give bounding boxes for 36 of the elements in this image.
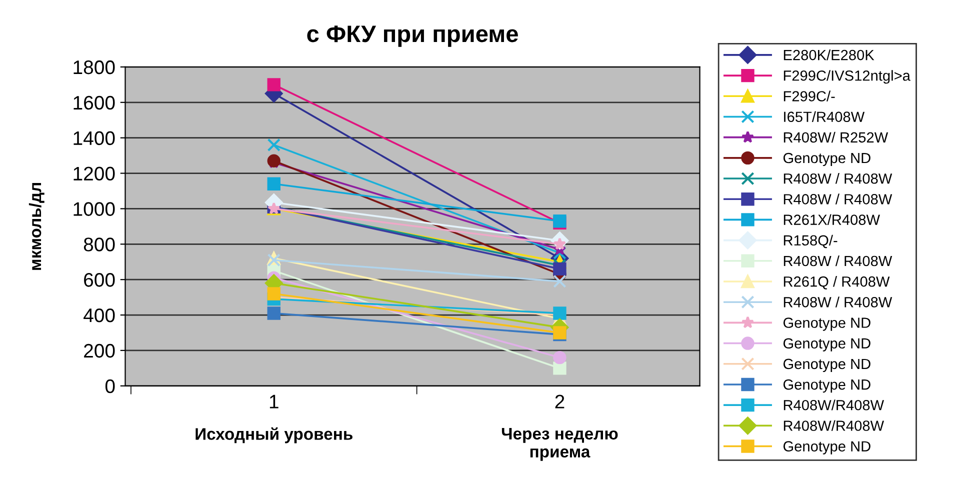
y-axis-title: мкмоль/дл <box>28 183 44 270</box>
y-tick-label: 600 <box>84 273 115 287</box>
legend-label: Genotype ND <box>783 441 870 454</box>
legend-label: R408W / R408W <box>784 194 892 204</box>
y-tick-label: 0 <box>105 379 115 394</box>
legend-label: Genotype ND <box>783 318 870 331</box>
legend-label: R261Q / R408W <box>784 276 890 290</box>
text: Исходный уровень <box>196 427 352 444</box>
chart-title: с ФКУ при приеме <box>307 26 518 47</box>
legend-label: R158Q/- <box>784 234 838 248</box>
y-tick-label: 1800 <box>74 60 115 74</box>
text: Через неделю приема <box>502 428 618 461</box>
y-tick-label: 200 <box>84 344 115 358</box>
legend-label: R408W/R408W <box>784 400 884 410</box>
y-tick-label: 1200 <box>74 166 115 181</box>
y-tick-label: 1000 <box>74 202 115 216</box>
legend-label: I65T/R408W <box>784 111 865 122</box>
legend-label: Genotype ND <box>783 358 870 372</box>
legend-label: Genotype ND <box>783 152 870 166</box>
legend-label: R408W/ R252W <box>784 132 888 143</box>
x-tick-label: 2 <box>555 394 564 408</box>
legend-label: R408W / R408W <box>784 296 892 308</box>
legend-label: R261X/R408W <box>784 214 880 225</box>
legend-label: R408W / R408W <box>784 173 892 184</box>
x-tick-label: 1 <box>270 394 278 408</box>
legend-label: F299C/IVS12ntgl>a <box>784 70 910 84</box>
legend-label: R408W/R408W <box>784 420 884 431</box>
legend-label: R408W / R408W <box>784 255 892 266</box>
y-tick-label: 800 <box>84 238 115 252</box>
y-tick-label: 400 <box>84 308 115 322</box>
legend-label: F299C/- <box>784 90 835 102</box>
legend-label: E280K/E280K <box>784 49 874 60</box>
legend-label: Genotype ND <box>783 379 870 393</box>
y-tick-label: 1600 <box>74 96 115 110</box>
legend-label: Genotype ND <box>783 338 870 352</box>
y-tick-label: 1400 <box>74 131 115 146</box>
